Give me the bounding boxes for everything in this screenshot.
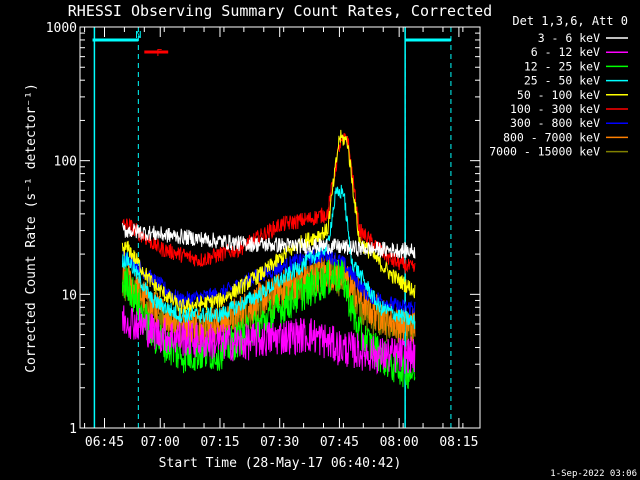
y-tick-label: 10	[61, 288, 77, 303]
legend-header: Det 1,3,6, Att 0	[512, 14, 628, 28]
x-tick-label: 08:00	[380, 435, 419, 450]
flag-label: N	[135, 30, 141, 41]
series-line	[121, 305, 416, 375]
x-tick-label: 07:30	[260, 435, 299, 450]
y-tick-label: 1	[69, 422, 77, 437]
x-tick-label: 06:45	[85, 435, 124, 450]
y-tick-label: 1000	[46, 21, 77, 36]
series-line	[121, 132, 416, 274]
x-axis-label: Start Time (28-May-17 06:40:42)	[159, 456, 402, 471]
x-tick-label: 08:15	[439, 435, 478, 450]
legend-entry-label: 12 - 25 keV	[524, 59, 600, 73]
series-line	[121, 222, 416, 259]
legend-entry-label: 6 - 12 keV	[531, 45, 600, 59]
legend-entry-label: 3 - 6 keV	[538, 31, 600, 45]
chart-title: RHESSI Observing Summary Count Rates, Co…	[68, 2, 492, 20]
x-tick-label: 07:15	[200, 435, 239, 450]
flag-label: F	[156, 48, 162, 59]
series-line	[121, 184, 416, 330]
y-axis-label: Corrected Count Rate (s⁻¹ detector⁻¹)	[24, 83, 39, 373]
legend-entry-label: 50 - 100 keV	[517, 88, 600, 102]
legend-entry-label: 300 - 800 keV	[510, 116, 600, 130]
legend-entry-label: 100 - 300 keV	[510, 102, 600, 116]
plot-area: N F 1 10 100 1000 06:45 07:00 07:15 07:30 07:45 08:…	[46, 21, 481, 450]
legend-entry-label: 25 - 50 keV	[524, 74, 600, 88]
x-tick-label: 07:45	[320, 435, 359, 450]
legend-entry-label: 800 - 7000 keV	[503, 130, 600, 144]
timestamp: 1-Sep-2022 03:06	[550, 469, 637, 479]
x-tick-label: 07:00	[141, 435, 180, 450]
legend-entry-label: 7000 - 15000 keV	[489, 145, 600, 159]
y-tick-label: 100	[54, 155, 77, 170]
